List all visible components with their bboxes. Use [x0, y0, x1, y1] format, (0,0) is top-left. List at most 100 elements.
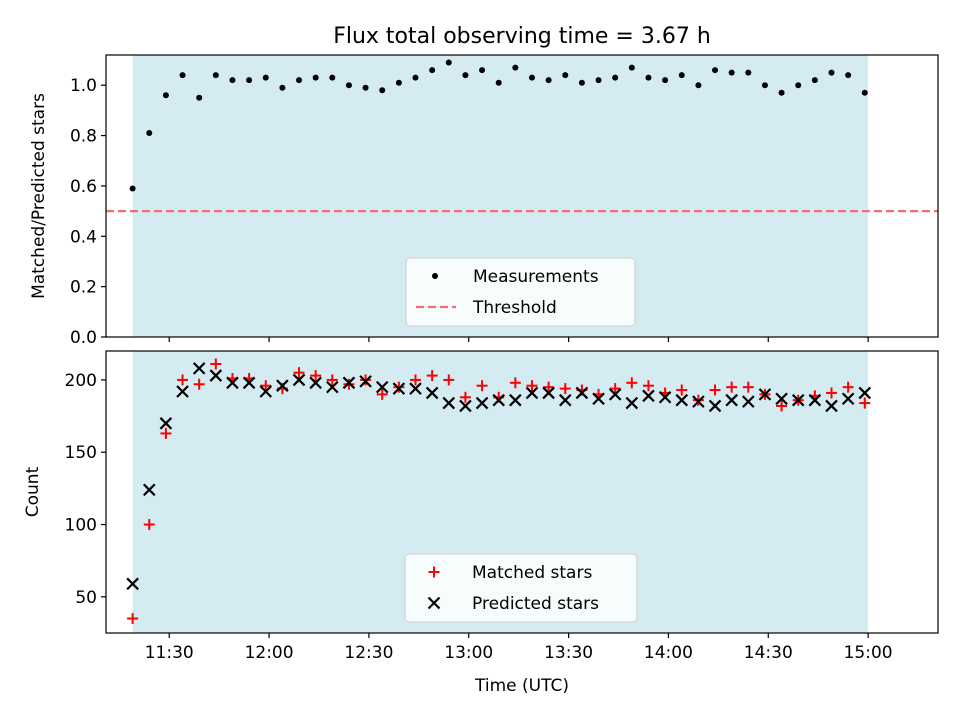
y-tick-label: 100 [65, 516, 97, 536]
count-y-axis-label: Count [23, 466, 43, 517]
matched-star-point [326, 374, 338, 386]
measurement-point [262, 74, 269, 81]
measurement-point [528, 74, 535, 81]
x-tick-label: 15:00 [844, 643, 893, 663]
measurement-point [578, 79, 585, 86]
predicted-star-point [758, 388, 772, 401]
matched-star-point [476, 380, 488, 392]
matched-star-point [426, 370, 438, 382]
predicted-star-point [226, 376, 239, 390]
x-tick-label: 12:00 [245, 643, 294, 663]
predicted-star-point [442, 396, 456, 410]
predicted-star-point [675, 393, 689, 407]
predicted-star-point [775, 392, 788, 406]
predicted-star-point [142, 483, 156, 497]
predicted-star-point [259, 385, 273, 398]
predicted-star-point [791, 393, 805, 407]
legend-label: Threshold [472, 298, 557, 318]
matched-star-point [260, 380, 272, 392]
x-tick-label: 14:30 [744, 643, 793, 663]
measurement-point [795, 82, 802, 89]
predicted-star-point [542, 386, 555, 400]
matched-star-point [293, 367, 305, 379]
predicted-star-point [841, 392, 855, 406]
measurement-point [229, 77, 236, 84]
predicted-star-point [642, 389, 655, 403]
measurement-point [495, 79, 502, 86]
y-tick-label: 0.0 [70, 328, 97, 348]
x-tick-label: 11:30 [145, 643, 194, 663]
count-legend: Matched stars Predicted stars [404, 553, 638, 623]
measurement-point [678, 72, 685, 79]
time-axis-label: Time (UTC) [474, 676, 569, 696]
measurement-points [129, 59, 868, 192]
measurement-point [545, 77, 552, 84]
predicted-star-point [126, 577, 139, 591]
chart-title: Flux total observing time = 3.67 h [333, 24, 711, 49]
measurement-point [745, 69, 752, 76]
matched-star-point [842, 381, 854, 393]
predicted-star-point [725, 393, 738, 407]
predicted-star-point [742, 395, 755, 408]
y-tick-label: 1.0 [70, 76, 97, 96]
predicted-star-point [625, 396, 639, 410]
y-tick-label: 0.4 [70, 227, 97, 247]
predicted-star-point [509, 393, 522, 407]
predicted-star-point [608, 388, 622, 401]
matched-star-point [127, 613, 139, 625]
matched-star-point [626, 377, 638, 389]
measurement-point [379, 87, 386, 94]
x-tick-label: 13:30 [544, 643, 593, 663]
measurement-point [612, 74, 619, 81]
measurement-point [811, 77, 818, 84]
predicted-star-point [176, 385, 189, 398]
predicted-star-point [425, 386, 439, 400]
count-y-ticks: 50 100 150 200 [65, 371, 106, 608]
predicted-star-point [392, 382, 406, 395]
predicted-star-point [808, 393, 822, 407]
legend-label: Matched stars [472, 563, 592, 583]
measurement-point [861, 89, 868, 96]
measurement-point [329, 74, 336, 81]
measurement-point [778, 89, 785, 96]
predicted-star-point [359, 375, 372, 388]
measurement-point [712, 67, 719, 74]
predicted-star-point [658, 390, 672, 404]
measurement-point [345, 82, 352, 89]
predicted-star-point [276, 379, 289, 392]
predicted-star-point [409, 382, 422, 395]
measurement-point [512, 64, 519, 71]
matched-star-point [410, 374, 422, 386]
predicted-star-point [192, 362, 206, 375]
measurement-point [429, 67, 436, 74]
predicted-star-point [525, 386, 539, 400]
matched-star-point [676, 384, 688, 396]
matched-star-point [376, 388, 388, 400]
y-tick-label: 50 [75, 588, 97, 608]
legend-label: Measurements [473, 267, 599, 287]
y-tick-label: 0.6 [70, 177, 97, 197]
x-tick-label: 13:00 [444, 643, 493, 663]
predicted-star-point [692, 395, 705, 408]
matched-star-point [859, 397, 871, 409]
matched-star-point [526, 380, 538, 392]
measurement-point [645, 74, 652, 81]
matched-star-point [443, 374, 455, 386]
predicted-star-point [575, 386, 589, 400]
predicted-star-point [858, 386, 872, 400]
predicted-star-point [708, 399, 722, 413]
matched-star-point [543, 381, 555, 393]
legend-matched-marker [428, 566, 440, 578]
count-panel: 50 100 150 200 11:30 12:00 12:30 13:00 13:30 14:… [23, 350, 939, 696]
measurement-point [296, 77, 303, 84]
legend-measurements-marker [432, 273, 438, 279]
measurement-point [129, 185, 136, 192]
legend-box [404, 553, 638, 623]
ratio-y-axis-label: Matched/Predicted stars [29, 93, 49, 299]
legend-box [405, 257, 636, 327]
measurement-point [179, 72, 186, 79]
predicted-star-point [326, 380, 339, 394]
matched-star-point [742, 381, 754, 393]
predicted-star-point [825, 399, 838, 413]
y-tick-label: 200 [65, 371, 97, 391]
